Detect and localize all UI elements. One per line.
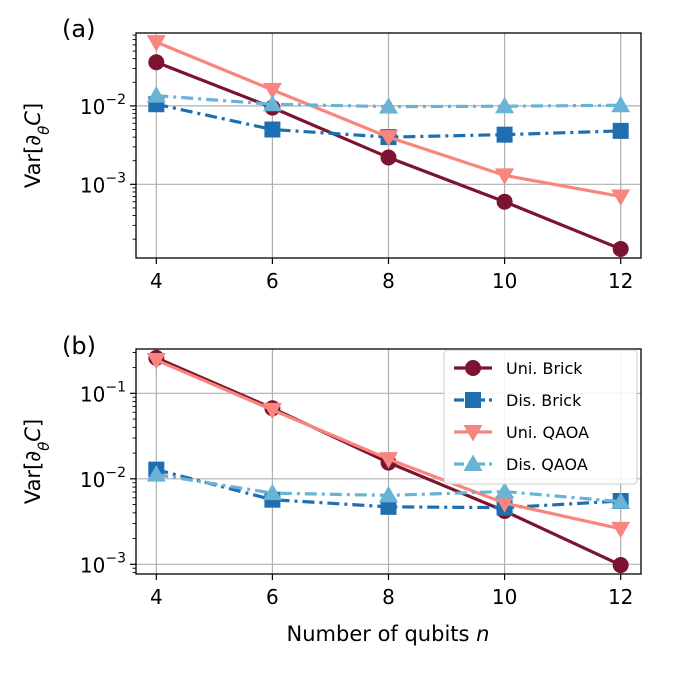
panel-b-point-dis-brick — [380, 498, 397, 515]
legend-label-uni-qaoa: Uni. QAOA — [506, 423, 589, 442]
panel-a-y-tick-label: 10−3 — [80, 170, 126, 197]
panel-a-x-tick-label: 6 — [266, 269, 279, 293]
panel-b-y-axis-label: Var[∂θC] — [21, 419, 53, 504]
panel-a-x-tick-label: 10 — [492, 269, 517, 293]
panel-b-x-tick-label: 4 — [150, 585, 163, 609]
panel-a-point-dis-brick — [264, 121, 281, 138]
panel-a-point-dis-brick — [612, 122, 629, 139]
panel-b-point-dis-qaoa — [146, 465, 166, 482]
panel-a-point-uni-qaoa — [262, 82, 282, 100]
panel-a-ticks: 4 6 8 10 12 10−2 10−3 — [80, 34, 633, 293]
legend-label-uni-brick: Uni. Brick — [506, 359, 583, 378]
panel-a-point-dis-qaoa — [611, 95, 631, 113]
panel-b-point-dis-qaoa — [379, 485, 398, 503]
panel-b-point-dis-qaoa — [495, 482, 515, 499]
panel-a-point-uni-qaoa — [379, 130, 398, 147]
x-axis-label: Number of qubits n — [287, 622, 490, 646]
panel-b-x-tick-label: 12 — [608, 585, 633, 609]
panel-b-y-tick-label: 10−2 — [80, 465, 126, 492]
panel-a-x-tick-label: 8 — [382, 269, 395, 293]
legend-marker-uni-qaoa — [463, 425, 483, 442]
panel-a-y-tick-label: 10−2 — [80, 92, 126, 119]
panel-a-point-dis-qaoa — [262, 94, 282, 112]
panel-b-y-tick-label: 10−1 — [80, 379, 126, 406]
panel-a: 4 6 8 10 12 10−2 10−3 (a) Var[∂θC] — [21, 15, 642, 293]
panel-a-point-uni-qaoa — [495, 168, 515, 185]
legend-marker-dis-qaoa — [463, 454, 483, 471]
panel-a-point-dis-brick — [496, 126, 513, 143]
panel-b-x-tick-label: 6 — [266, 585, 279, 609]
panel-b-ticks: 4 6 8 10 12 10−1 10−2 10−3 — [80, 352, 633, 609]
legend-box — [443, 349, 638, 485]
panel-a-point-dis-qaoa — [146, 86, 166, 103]
panel-a-point-uni-brick — [148, 54, 165, 71]
panel-a-point-dis-qaoa — [495, 96, 515, 114]
panel-a-label: (a) — [62, 15, 95, 43]
panel-b-y-tick-label: 10−3 — [80, 550, 126, 577]
legend-label-dis-qaoa: Dis. QAOA — [506, 455, 588, 474]
panel-b-point-uni-brick — [612, 557, 629, 574]
panel-a-x-tick-label: 12 — [608, 269, 633, 293]
panel-a-series — [146, 35, 631, 257]
panel-a-point-uni-brick — [612, 240, 629, 257]
panel-b-point-uni-qaoa — [379, 452, 398, 469]
panel-b-label: (b) — [62, 332, 96, 360]
panel-b-point-dis-qaoa — [611, 492, 631, 509]
panel-a-x-tick-label: 4 — [150, 269, 163, 293]
panel-b-point-dis-qaoa — [262, 483, 282, 501]
panel-a-point-uni-qaoa — [611, 189, 631, 206]
legend-label-dis-brick: Dis. Brick — [506, 391, 582, 410]
panel-b-point-uni-qaoa — [262, 402, 282, 420]
panel-b: 4 6 8 10 12 10−1 10−2 10−3 (b) Var[∂θC] Uni. Br… — [21, 332, 642, 609]
panel-a-point-uni-brick — [496, 193, 513, 210]
panel-b-point-uni-qaoa — [495, 496, 515, 513]
panel-a-point-dis-qaoa — [379, 97, 398, 114]
panel-b-x-tick-label: 8 — [382, 585, 395, 609]
panel-b-series — [146, 349, 631, 574]
legend-marker-dis-brick — [465, 392, 481, 408]
legend-marker-uni-brick — [465, 360, 481, 376]
panel-b-point-uni-qaoa — [146, 353, 166, 370]
panel-a-point-uni-brick — [380, 149, 397, 166]
panel-b-x-tick-label: 10 — [492, 585, 517, 609]
legend: Uni. Brick Dis. Brick Uni. QAOA Dis. QAOA — [443, 349, 638, 485]
panel-a-point-uni-qaoa — [146, 35, 166, 52]
panel-a-y-axis-label: Var[∂θC] — [21, 103, 53, 188]
panel-b-point-uni-qaoa — [611, 521, 631, 539]
